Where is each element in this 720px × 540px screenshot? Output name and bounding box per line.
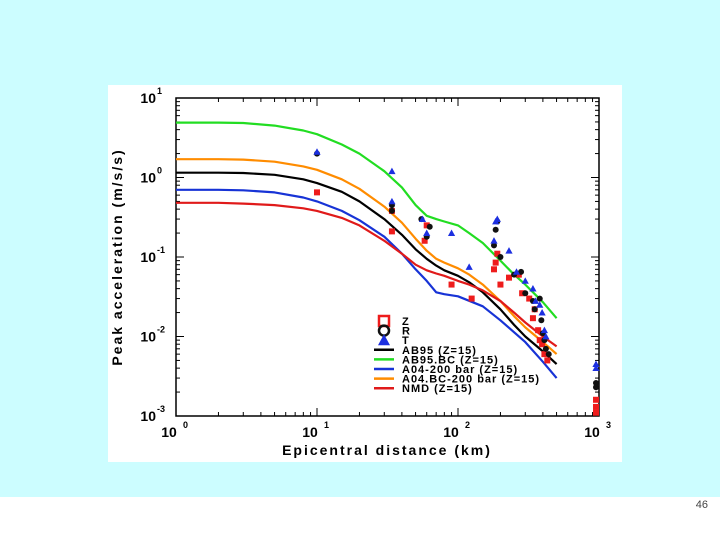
data-point	[505, 247, 513, 254]
data-point	[531, 306, 538, 313]
data-point	[314, 189, 320, 196]
data-point	[423, 222, 430, 229]
data-point	[468, 295, 475, 302]
data-point	[313, 148, 321, 155]
legend-label: Z	[402, 316, 410, 328]
data-point	[522, 290, 529, 297]
x-axis-label: Epicentral distance (km)	[282, 442, 492, 458]
legend-marker	[378, 334, 390, 346]
data-point	[544, 357, 551, 364]
data-point	[426, 223, 433, 230]
legend-label: A04.BC-200 bar (Z=15)	[402, 374, 540, 386]
y-tick-exponent: 0	[157, 166, 162, 176]
legend-label: AB95.BC (Z=15)	[402, 354, 499, 366]
legend-label: NMD (Z=15)	[402, 383, 473, 395]
data-point	[418, 215, 427, 222]
y-tick-exponent: -2	[157, 325, 165, 335]
data-point	[423, 229, 431, 236]
data-point	[521, 277, 529, 284]
data-point	[388, 207, 395, 214]
data-point	[388, 167, 396, 175]
data-point	[421, 237, 428, 244]
data-point	[536, 337, 543, 344]
axis-ticks	[175, 98, 599, 417]
x-tick-exponent: 1	[324, 420, 329, 430]
y-tick-exponent: -3	[157, 404, 165, 414]
data-point	[494, 250, 501, 257]
series-line	[176, 188, 558, 379]
data-point	[529, 315, 536, 322]
data-point	[497, 254, 504, 260]
x-tick-label: 10	[443, 424, 459, 440]
data-point	[542, 332, 550, 340]
data-point	[531, 297, 540, 304]
data-point	[492, 259, 499, 266]
data-point	[541, 351, 548, 358]
y-tick-label: 10	[140, 249, 156, 265]
x-tick-label: 10	[302, 424, 318, 440]
legend-label: AB95 (Z=15)	[402, 345, 477, 357]
data-point	[388, 228, 395, 235]
plot-frame	[175, 97, 600, 417]
attenuation-chart: 10 0 10 1 10 2 10 310 -310 -210 -110 010 1 Epicentra…	[109, 86, 611, 458]
data-point	[506, 274, 513, 281]
x-tick-label: 10	[584, 424, 600, 440]
y-tick-label: 10	[140, 170, 156, 186]
x-tick-label: 10	[161, 424, 177, 440]
data-point	[540, 326, 549, 334]
data-point	[529, 285, 537, 292]
x-tick-exponent: 0	[183, 420, 188, 430]
data-point	[545, 351, 552, 358]
data-point	[512, 268, 521, 275]
x-tick-exponent: 2	[465, 420, 470, 430]
data-point	[388, 197, 396, 205]
data-point	[535, 327, 542, 334]
data-point	[593, 380, 599, 387]
series-line	[176, 158, 558, 355]
data-point	[492, 226, 499, 233]
data-point	[490, 237, 498, 244]
series-line	[176, 171, 558, 365]
data-point	[542, 345, 549, 352]
data-point	[592, 360, 600, 367]
data-point	[536, 295, 543, 302]
y-tick-exponent: -1	[157, 245, 165, 255]
model-curves	[176, 121, 558, 379]
data-point	[497, 281, 504, 288]
tick-labels: 10 0 10 1 10 2 10 310 -310 -210 -110 010 1	[140, 86, 611, 440]
y-tick-label: 10	[140, 408, 156, 424]
figure-panel: 10 0 10 1 10 2 10 3 10 -3 10 -2 10 -1 10 0 10 1 Epicentra…	[108, 85, 622, 462]
x-tick-exponent: 3	[606, 420, 611, 430]
y-axis-label: Peak acceleration (m/s/s)	[109, 148, 125, 365]
data-point	[536, 301, 544, 308]
data-point	[493, 215, 501, 222]
y-tick-label: 10	[140, 329, 156, 345]
data-point	[593, 384, 599, 391]
data-point	[465, 263, 473, 270]
data-point	[539, 341, 546, 348]
data-point	[490, 242, 497, 249]
data-point	[518, 268, 525, 275]
observation-points	[313, 148, 600, 416]
data-point	[447, 229, 456, 236]
data-point	[448, 281, 455, 288]
data-point	[538, 308, 546, 316]
data-point	[593, 409, 599, 416]
data-point	[592, 364, 600, 372]
data-point	[519, 290, 526, 297]
data-point	[538, 317, 545, 324]
page-number: 46	[695, 499, 708, 511]
y-tick-exponent: 1	[157, 86, 162, 96]
legend-label: T	[402, 335, 410, 347]
legend-label: A04-200 bar (Z=15)	[402, 364, 518, 376]
series-line	[176, 121, 558, 319]
data-point	[490, 266, 497, 273]
legend-label: R	[402, 326, 411, 338]
y-tick-label: 10	[140, 90, 156, 106]
data-point	[526, 295, 533, 302]
series-line	[176, 201, 558, 348]
data-point	[593, 396, 599, 403]
data-point	[593, 403, 599, 410]
